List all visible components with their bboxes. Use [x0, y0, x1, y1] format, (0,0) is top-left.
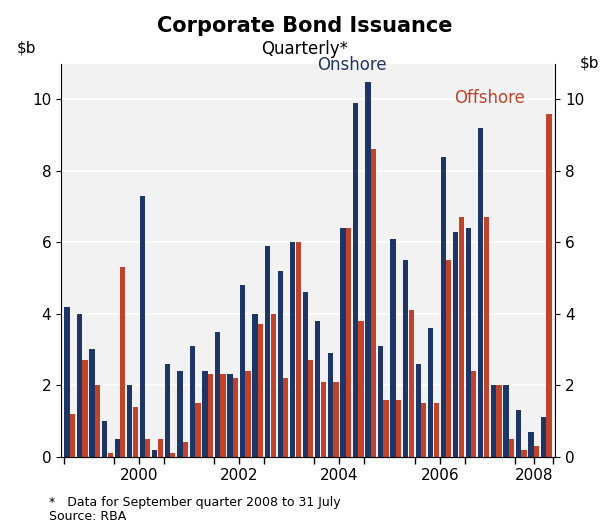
Bar	[233, 378, 238, 457]
Bar	[303, 293, 308, 457]
Bar	[333, 382, 339, 457]
Bar	[152, 450, 157, 457]
Bar	[396, 399, 401, 457]
Bar	[434, 403, 439, 457]
Bar	[278, 271, 283, 457]
Bar	[65, 306, 70, 457]
Bar	[271, 314, 276, 457]
Text: *   Data for September quarter 2008 to 31 July: * Data for September quarter 2008 to 31 …	[49, 496, 340, 509]
Text: Corporate Bond Issuance: Corporate Bond Issuance	[157, 16, 453, 36]
Bar	[77, 314, 82, 457]
Bar	[296, 242, 301, 457]
Bar	[459, 217, 464, 457]
Bar	[308, 360, 314, 457]
Bar	[183, 442, 188, 457]
Bar	[120, 267, 125, 457]
Bar	[346, 228, 351, 457]
Bar	[403, 260, 408, 457]
Text: Quarterly*: Quarterly*	[262, 40, 348, 58]
Bar	[541, 417, 546, 457]
Bar	[378, 346, 383, 457]
Bar	[107, 453, 113, 457]
Bar	[290, 242, 295, 457]
Bar	[328, 353, 333, 457]
Bar	[132, 407, 138, 457]
Bar	[240, 285, 245, 457]
Bar	[253, 314, 258, 457]
Bar	[245, 371, 251, 457]
Bar	[415, 364, 421, 457]
Bar	[516, 410, 521, 457]
Bar	[145, 439, 151, 457]
Bar	[522, 450, 526, 457]
Text: Offshore: Offshore	[454, 89, 525, 107]
Bar	[165, 364, 170, 457]
Bar	[220, 374, 226, 457]
Bar	[258, 324, 264, 457]
Bar	[528, 432, 534, 457]
Bar	[70, 414, 75, 457]
Bar	[478, 128, 484, 457]
Bar	[228, 374, 232, 457]
Bar	[195, 403, 201, 457]
Bar	[115, 439, 120, 457]
Bar	[90, 349, 95, 457]
Text: Onshore: Onshore	[317, 56, 387, 74]
Bar	[315, 321, 320, 457]
Bar	[190, 346, 195, 457]
Bar	[340, 228, 345, 457]
Text: Source: RBA: Source: RBA	[49, 510, 126, 523]
Bar	[365, 82, 371, 457]
Bar	[390, 239, 396, 457]
Bar	[509, 439, 514, 457]
Bar	[497, 385, 501, 457]
Bar	[409, 310, 414, 457]
Bar	[127, 385, 132, 457]
Bar	[384, 399, 389, 457]
Bar	[208, 374, 213, 457]
Bar	[158, 439, 163, 457]
Y-axis label: $b: $b	[580, 56, 600, 71]
Bar	[265, 246, 270, 457]
Bar	[283, 378, 289, 457]
Bar	[421, 403, 426, 457]
Bar	[428, 328, 433, 457]
Bar	[95, 385, 100, 457]
Bar	[491, 385, 496, 457]
Bar	[503, 385, 509, 457]
Bar	[453, 232, 458, 457]
Y-axis label: $b: $b	[16, 41, 36, 56]
Bar	[203, 371, 207, 457]
Bar	[140, 196, 145, 457]
Bar	[534, 446, 539, 457]
Bar	[358, 321, 364, 457]
Bar	[102, 421, 107, 457]
Bar	[82, 360, 88, 457]
Bar	[465, 228, 471, 457]
Bar	[178, 371, 182, 457]
Bar	[471, 371, 476, 457]
Bar	[446, 260, 451, 457]
Bar	[547, 114, 551, 457]
Bar	[170, 453, 176, 457]
Bar	[371, 149, 376, 457]
Bar	[440, 157, 446, 457]
Bar	[321, 382, 326, 457]
Bar	[215, 332, 220, 457]
Bar	[353, 103, 358, 457]
Bar	[484, 217, 489, 457]
